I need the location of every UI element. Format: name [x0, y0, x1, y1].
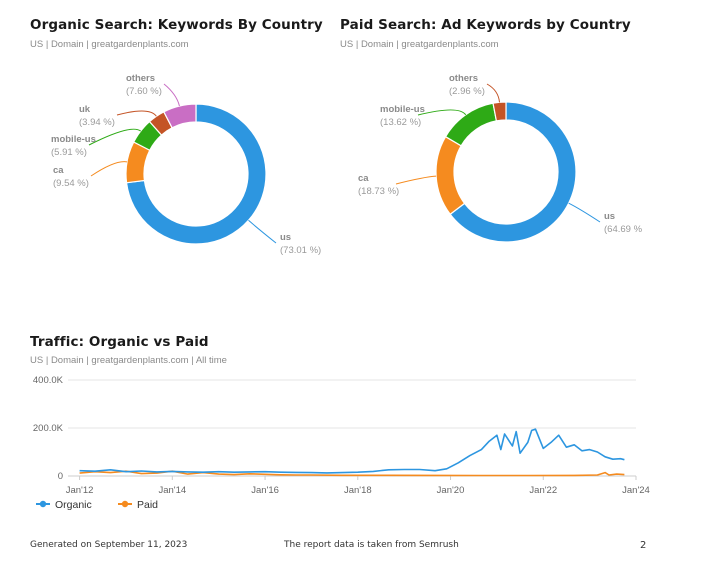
paid-label-mobile-us: mobile-us [380, 104, 425, 115]
paid-pct-mobile-us: (13.62 %) [380, 117, 421, 128]
legend-marker-organic[interactable] [39, 500, 47, 508]
organic-label-ca: ca [53, 165, 64, 176]
footer-generated: Generated on September 11, 2023 [30, 540, 188, 550]
organic-label-mobile-us: mobile-us [51, 134, 96, 145]
legend-marker-paid[interactable] [121, 500, 129, 508]
paid-connector-others [486, 83, 500, 103]
series-line-organic[interactable] [79, 428, 625, 474]
organic-connector-mobile-us [88, 128, 142, 146]
traffic-chart-title: Traffic: Organic vs Paid [30, 334, 209, 350]
x-tick-label-4: Jan'20 [437, 485, 465, 496]
organic-label-us: us [280, 232, 291, 243]
paid-pct-others: (2.96 %) [449, 86, 485, 97]
paid-slice-ca[interactable] [435, 135, 466, 216]
organic-label-others: others [126, 73, 155, 84]
paid-slice-others[interactable] [492, 101, 507, 122]
x-tick-label-0: Jan'12 [66, 485, 94, 496]
x-tick-label-3: Jan'18 [344, 485, 372, 496]
y-tick-label-1: 200.0K [33, 423, 64, 434]
organic-pct-uk: (3.94 %) [79, 117, 115, 128]
organic-pie-subtitle: US | Domain | greatgardenplants.com [30, 39, 189, 50]
y-tick-label-0: 0 [58, 471, 63, 482]
series-line-paid[interactable] [79, 470, 625, 477]
organic-pct-mobile-us: (5.91 %) [51, 147, 87, 158]
paid-pie-title: Paid Search: Ad Keywords by Country [340, 17, 631, 33]
paid-label-us: us [604, 211, 615, 222]
paid-pie-subtitle: US | Domain | greatgardenplants.com [340, 39, 499, 50]
paid-slice-us[interactable] [449, 101, 577, 243]
paid-connector-us [568, 202, 601, 223]
organic-connector-uk [116, 110, 157, 117]
page-number: 2 [640, 540, 647, 551]
organic-pct-us: (73.01 %) [280, 245, 321, 256]
paid-donut-chart: us (64.69 % ca (18.73 %) mobile-us (13.62 %) o… [358, 73, 643, 243]
paid-label-others: others [449, 73, 478, 84]
organic-slice-us[interactable] [125, 103, 267, 245]
organic-donut-chart: us (73.01 %) ca (9.54 %) mobile-us (5.91 %) uk… [51, 73, 321, 256]
paid-pct-us: (64.69 % [604, 224, 643, 235]
paid-connector-ca [395, 175, 437, 185]
x-tick-label-6: Jan'24 [622, 485, 650, 496]
organic-slice-others[interactable] [163, 103, 197, 129]
organic-pct-ca: (9.54 %) [53, 178, 89, 189]
x-tick-label-1: Jan'14 [158, 485, 186, 496]
organic-connector-us [248, 219, 277, 244]
paid-label-ca: ca [358, 173, 369, 184]
paid-connector-mobile-us [417, 109, 467, 116]
y-tick-label-2: 400.0K [33, 375, 64, 386]
x-tick-label-5: Jan'22 [529, 485, 557, 496]
traffic-line-chart: 0 200.0K 400.0K Jan'12 Jan'14 Jan'16 Jan'18 Jan… [33, 375, 650, 511]
legend-label-organic[interactable]: Organic [55, 499, 92, 511]
organic-connector-others [163, 83, 180, 107]
footer-source: The report data is taken from Semrush [284, 540, 459, 550]
organic-pct-others: (7.60 %) [126, 86, 162, 97]
legend-label-paid[interactable]: Paid [137, 499, 158, 511]
organic-label-uk: uk [79, 104, 91, 115]
traffic-chart-subtitle: US | Domain | greatgardenplants.com | Al… [30, 355, 227, 366]
paid-pct-ca: (18.73 %) [358, 186, 399, 197]
x-tick-label-2: Jan'16 [251, 485, 279, 496]
organic-connector-ca [90, 161, 128, 177]
organic-pie-title: Organic Search: Keywords By Country [30, 17, 323, 33]
